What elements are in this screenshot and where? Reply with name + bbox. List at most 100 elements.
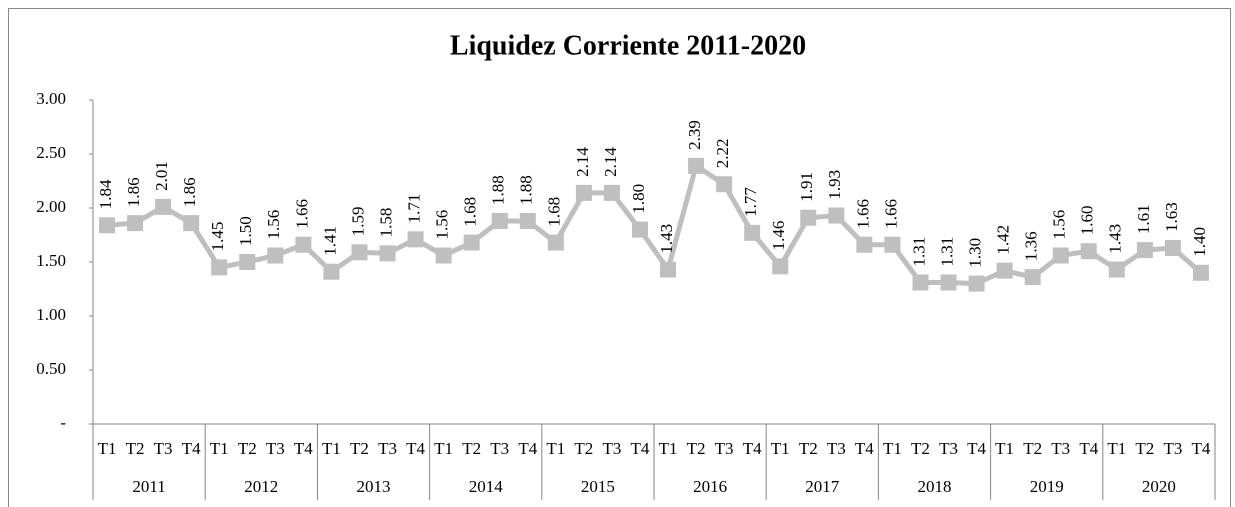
marker <box>912 274 929 291</box>
data-label: 1.41 <box>320 226 339 256</box>
marker <box>800 209 817 226</box>
data-label: 1.58 <box>376 208 395 238</box>
x-tick-label: T2 <box>1023 439 1042 458</box>
marker <box>547 234 564 251</box>
x-tick-label: T1 <box>434 439 453 458</box>
data-label: 1.86 <box>180 177 199 207</box>
x-tick-label: T1 <box>322 439 341 458</box>
data-label: 1.80 <box>629 184 648 214</box>
marker <box>828 207 845 224</box>
chart-border <box>8 8 1231 507</box>
data-label: 1.63 <box>1162 202 1181 232</box>
x-tick-label: T3 <box>602 439 621 458</box>
x-group-label: 2011 <box>132 477 165 496</box>
x-group-label: 2018 <box>918 477 952 496</box>
x-tick-label: T4 <box>182 439 201 458</box>
data-label: 1.50 <box>236 216 255 246</box>
y-tick-label: 2.00 <box>36 197 66 216</box>
x-tick-label: T3 <box>939 439 958 458</box>
x-group-label: 2020 <box>1142 477 1176 496</box>
chart-title: Liquidez Corriente 2011-2020 <box>450 30 806 61</box>
y-tick-label: 3.00 <box>36 89 66 108</box>
x-tick-label: T1 <box>98 439 117 458</box>
marker <box>1080 243 1097 260</box>
marker <box>239 254 256 270</box>
x-tick-label: T2 <box>126 439 145 458</box>
marker <box>688 157 705 174</box>
x-tick-label: T3 <box>266 439 285 458</box>
y-tick-label: 0.50 <box>36 359 66 378</box>
x-tick-label: T3 <box>378 439 397 458</box>
x-tick-label: T3 <box>1051 439 1070 458</box>
marker <box>491 212 508 229</box>
marker <box>744 224 761 241</box>
marker <box>940 274 957 291</box>
data-label: 1.88 <box>489 175 508 205</box>
x-tick-label: T4 <box>406 439 425 458</box>
marker <box>660 261 677 278</box>
x-tick-label: T4 <box>294 439 313 458</box>
data-label: 1.36 <box>1022 231 1041 261</box>
marker <box>463 234 480 251</box>
data-label: 1.31 <box>937 237 956 267</box>
marker <box>183 215 200 232</box>
data-label: 1.66 <box>853 199 872 229</box>
marker <box>1024 269 1041 286</box>
x-tick-label: T4 <box>743 439 762 458</box>
x-tick-label: T2 <box>462 439 481 458</box>
marker <box>1052 247 1069 264</box>
data-label: 1.88 <box>517 175 536 205</box>
line <box>106 163 1203 287</box>
y-tick-label: 2.50 <box>36 143 66 162</box>
x-tick-label: T1 <box>546 439 565 458</box>
marker <box>351 244 368 261</box>
marker <box>211 259 228 276</box>
x-group-label: 2015 <box>581 477 615 496</box>
data-label: 1.30 <box>965 238 984 268</box>
x-group-label: 2019 <box>1030 477 1064 496</box>
marker <box>1136 242 1153 259</box>
data-label: 1.77 <box>741 187 760 217</box>
x-tick-label: T1 <box>995 439 1014 458</box>
marker <box>519 212 536 229</box>
data-label: 2.22 <box>713 138 732 168</box>
x-tick-label: T4 <box>518 439 537 458</box>
marker <box>407 231 424 248</box>
marker <box>379 245 396 262</box>
x-group-label: 2013 <box>357 477 391 496</box>
marker <box>603 184 620 201</box>
x-tick-label: T4 <box>855 439 874 458</box>
data-label: 1.43 <box>657 224 676 254</box>
data-label: 1.56 <box>1050 210 1069 240</box>
x-tick-label: T2 <box>574 439 593 458</box>
data-label: 1.66 <box>292 199 311 229</box>
x-tick-label: T4 <box>967 439 986 458</box>
marker <box>631 221 648 238</box>
marker <box>267 247 284 264</box>
data-label: 1.68 <box>545 197 564 227</box>
data-label: 1.61 <box>1134 204 1153 234</box>
data-label: 2.14 <box>601 147 620 177</box>
marker <box>968 275 985 292</box>
marker <box>1192 264 1209 281</box>
data-label: 2.01 <box>152 161 171 191</box>
marker <box>884 236 901 253</box>
data-label: 1.60 <box>1078 205 1097 235</box>
x-tick-label: T3 <box>827 439 846 458</box>
x-tick-label: T2 <box>687 439 706 458</box>
x-group-label: 2012 <box>244 477 278 496</box>
data-label: 1.71 <box>404 194 423 224</box>
marker <box>99 217 116 234</box>
data-label: 1.93 <box>825 170 844 200</box>
x-tick-label: T1 <box>771 439 790 458</box>
marker <box>1164 239 1181 256</box>
data-label: 1.42 <box>994 225 1013 255</box>
data-label: 1.91 <box>797 172 816 202</box>
x-tick-label: T4 <box>1192 439 1211 458</box>
data-label: 1.56 <box>264 210 283 240</box>
marker <box>155 198 172 215</box>
data-label: 1.45 <box>208 222 227 252</box>
data-label: 1.59 <box>348 207 367 237</box>
x-tick-label: T4 <box>631 439 650 458</box>
